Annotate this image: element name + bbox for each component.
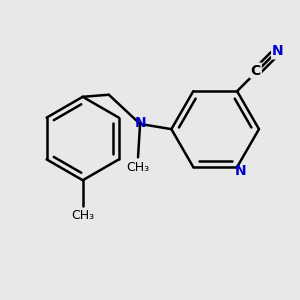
Text: N: N: [134, 116, 146, 130]
Text: CH₃: CH₃: [71, 209, 94, 222]
Text: C: C: [250, 64, 261, 78]
Text: N: N: [272, 44, 284, 58]
Text: CH₃: CH₃: [126, 161, 150, 175]
Text: N: N: [234, 164, 246, 178]
